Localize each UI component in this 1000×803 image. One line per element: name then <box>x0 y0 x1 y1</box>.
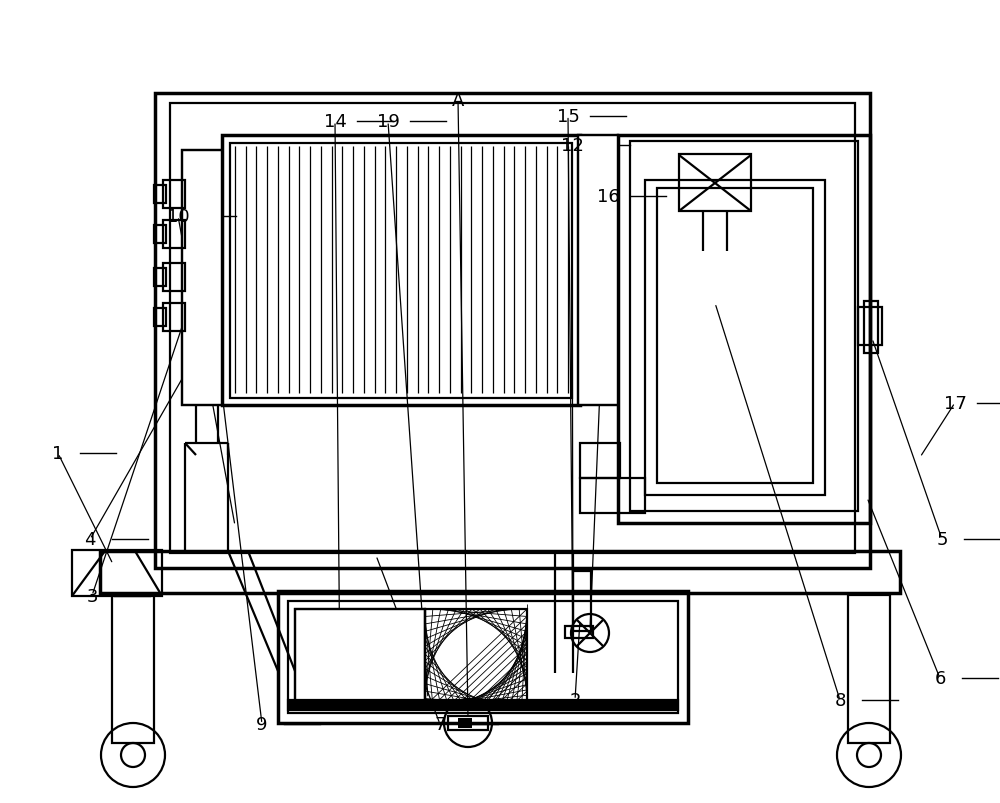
Text: A: A <box>452 92 464 109</box>
Bar <box>458 718 472 728</box>
Bar <box>578 136 618 406</box>
Bar <box>163 221 185 249</box>
Bar <box>295 609 425 706</box>
Text: 16: 16 <box>597 188 619 206</box>
Bar <box>182 151 222 406</box>
Bar <box>657 189 813 483</box>
Bar <box>230 144 572 398</box>
Text: 10: 10 <box>167 208 189 226</box>
Text: 9: 9 <box>256 715 268 733</box>
Bar <box>679 155 751 212</box>
Bar <box>163 181 185 209</box>
Text: 2: 2 <box>569 691 581 709</box>
Bar <box>448 716 488 730</box>
Bar <box>573 571 591 631</box>
Bar <box>170 104 855 553</box>
Bar <box>565 626 593 638</box>
Bar <box>155 94 870 569</box>
Text: 8: 8 <box>834 691 846 709</box>
Bar <box>182 151 222 406</box>
Bar <box>288 700 678 710</box>
Bar <box>100 552 900 593</box>
Bar <box>578 136 618 406</box>
Text: 7: 7 <box>434 715 446 733</box>
Bar <box>295 609 425 706</box>
Text: 15: 15 <box>557 108 579 125</box>
Bar <box>154 269 166 287</box>
Bar <box>580 443 620 479</box>
Text: 4: 4 <box>84 531 96 548</box>
Text: 14: 14 <box>324 113 346 131</box>
Bar <box>222 136 580 406</box>
Bar <box>288 601 678 713</box>
Text: 1: 1 <box>52 445 64 463</box>
Bar <box>425 609 527 706</box>
Text: 5: 5 <box>936 531 948 548</box>
Text: 17: 17 <box>944 394 966 412</box>
Bar <box>154 308 166 327</box>
Text: 19: 19 <box>377 113 399 131</box>
Bar <box>618 136 870 524</box>
Text: 3: 3 <box>86 587 98 605</box>
Text: 12: 12 <box>561 137 583 155</box>
Bar <box>112 595 154 743</box>
Bar <box>154 185 166 204</box>
Text: 6: 6 <box>934 670 946 687</box>
Bar <box>163 263 185 291</box>
Bar <box>278 591 688 723</box>
Bar <box>580 479 645 513</box>
Bar <box>645 181 825 495</box>
Bar <box>864 302 878 353</box>
Bar <box>163 304 185 332</box>
Bar <box>72 550 162 597</box>
Bar <box>858 308 882 345</box>
Bar <box>630 142 858 512</box>
Bar <box>848 595 890 743</box>
Bar <box>154 226 166 243</box>
